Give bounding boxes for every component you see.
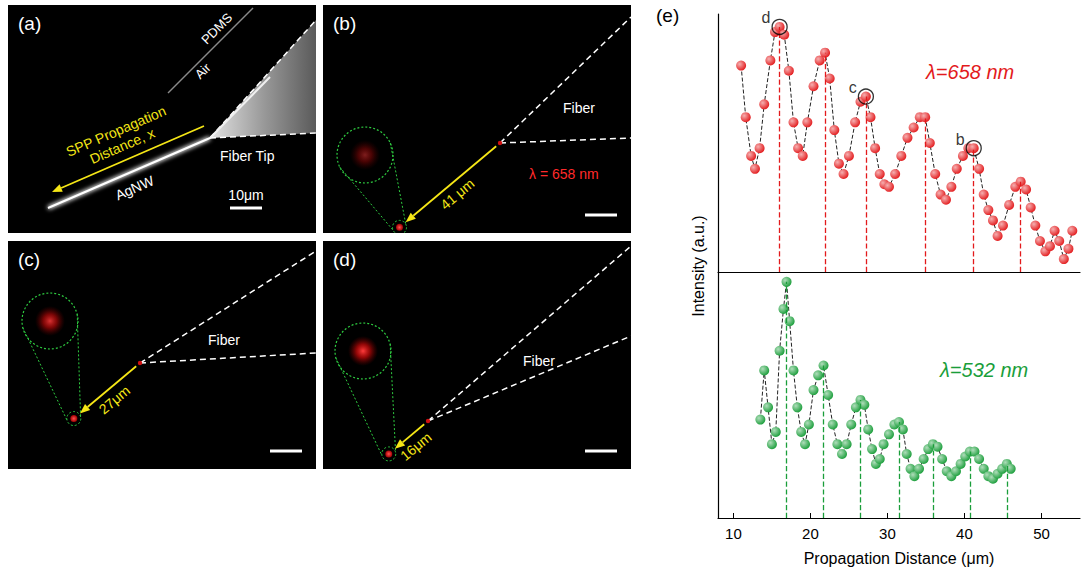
svg-text:Propagation Distance (μm): Propagation Distance (μm) bbox=[804, 550, 995, 567]
svg-text:30: 30 bbox=[879, 525, 896, 542]
svg-text:Air: Air bbox=[192, 60, 214, 82]
svg-text:(a): (a) bbox=[18, 13, 41, 34]
svg-text:40: 40 bbox=[956, 525, 973, 542]
svg-text:Fiber: Fiber bbox=[563, 100, 595, 116]
svg-text:50: 50 bbox=[1033, 525, 1050, 542]
svg-text:λ=658 nm: λ=658 nm bbox=[925, 61, 1014, 83]
svg-text:Distance, x: Distance, x bbox=[87, 125, 157, 167]
svg-text:16μm: 16μm bbox=[397, 429, 434, 464]
svg-text:b: b bbox=[956, 131, 965, 148]
svg-text:(b): (b) bbox=[333, 13, 356, 34]
svg-text:λ = 658 nm: λ = 658 nm bbox=[529, 166, 599, 182]
svg-text:41 μm: 41 μm bbox=[437, 175, 477, 212]
svg-text:λ=532 nm: λ=532 nm bbox=[939, 359, 1028, 381]
svg-text:PDMS: PDMS bbox=[198, 10, 235, 47]
svg-text:AgNW: AgNW bbox=[113, 172, 157, 203]
svg-text:(e): (e) bbox=[656, 5, 679, 26]
svg-text:Fiber: Fiber bbox=[523, 353, 555, 369]
svg-text:Fiber: Fiber bbox=[208, 332, 240, 348]
svg-text:SPP Propagation: SPP Propagation bbox=[63, 102, 169, 160]
svg-text:c: c bbox=[849, 79, 857, 96]
svg-text:Fiber Tip: Fiber Tip bbox=[220, 148, 275, 164]
svg-text:20: 20 bbox=[802, 525, 819, 542]
svg-text:27μm: 27μm bbox=[96, 382, 133, 417]
svg-text:d: d bbox=[762, 9, 771, 26]
svg-text:Intensity (a.u.): Intensity (a.u.) bbox=[690, 215, 707, 316]
svg-text:10μm: 10μm bbox=[228, 187, 263, 203]
svg-text:(c): (c) bbox=[18, 249, 40, 270]
svg-text:(d): (d) bbox=[333, 249, 356, 270]
svg-text:10: 10 bbox=[725, 525, 742, 542]
